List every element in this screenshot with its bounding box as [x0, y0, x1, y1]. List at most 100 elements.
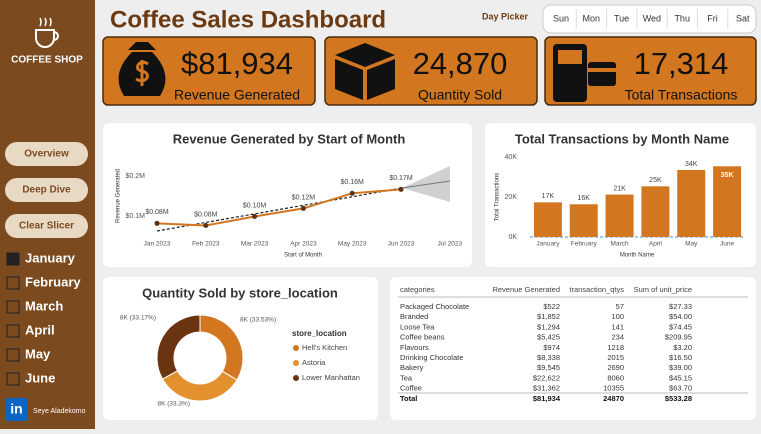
- nav-button[interactable]: [5, 178, 88, 202]
- kpi-label: Quantity Sold: [418, 87, 502, 103]
- data-label: 35K: [721, 172, 734, 179]
- nav-button-label: Clear Slicer: [19, 221, 74, 232]
- data-label: $0.16M: [341, 179, 365, 186]
- total-cell: 24870: [603, 394, 624, 403]
- data-label: 25K: [649, 177, 662, 184]
- cell: 141: [611, 322, 624, 331]
- card: [103, 123, 472, 267]
- column-header: Revenue Generated: [492, 285, 560, 294]
- cell: Bakery: [400, 363, 424, 372]
- legend-swatch: [293, 360, 299, 366]
- month-checkbox[interactable]: [6, 348, 20, 362]
- month-label: February: [25, 274, 81, 289]
- month-label: June: [25, 370, 55, 385]
- cell: 8060: [607, 373, 624, 382]
- data-label: $0.17M: [389, 175, 413, 182]
- nav-button-label: Overview: [24, 149, 69, 160]
- month-checkbox[interactable]: [6, 276, 20, 290]
- x-tick-label: Feb 2023: [192, 241, 220, 248]
- legend-swatch: [293, 345, 299, 351]
- day-button: Tue: [614, 13, 629, 23]
- logo-text: COFFEE SHOP: [11, 55, 83, 66]
- title: Coffee Sales Dashboard: [110, 6, 386, 33]
- bar: [713, 166, 742, 237]
- cell: $31,362: [533, 384, 560, 393]
- day-button: Fri: [707, 13, 718, 23]
- legend-swatch: [293, 375, 299, 381]
- legend-label: Lower Manhattan: [302, 373, 360, 382]
- nav-button[interactable]: [5, 214, 88, 238]
- cell: 2015: [607, 353, 624, 362]
- point: [349, 190, 355, 196]
- point: [252, 213, 258, 219]
- cell: $209.95: [665, 333, 692, 342]
- x-tick-label: May 2023: [338, 241, 367, 248]
- cell: $9,545: [537, 363, 560, 372]
- cell: $27.33: [669, 302, 692, 311]
- data-label: 34K: [685, 161, 698, 168]
- cell: 100: [611, 312, 624, 321]
- pos-icon: [553, 44, 616, 102]
- bar: [533, 202, 562, 237]
- nav-button[interactable]: [5, 142, 88, 166]
- chart-title: Total Transactions by Month Name: [515, 131, 729, 146]
- cell: $54.00: [669, 312, 692, 321]
- cell: Drinking Chocolate: [400, 353, 463, 362]
- cell: 2690: [607, 363, 624, 372]
- day-picker: [542, 4, 757, 34]
- linkedin-text: in: [10, 401, 22, 417]
- data-label: $0.08M: [145, 209, 169, 216]
- y-axis-label: Revenue Generated: [116, 169, 122, 223]
- day-picker-label: Day Picker: [482, 11, 529, 21]
- box-icon: [335, 43, 395, 100]
- cell: $974: [543, 343, 560, 352]
- cell: $3.20: [673, 343, 692, 352]
- bar: [677, 169, 706, 237]
- y-tick-label: 0K: [508, 234, 517, 241]
- cell: 10355: [603, 384, 624, 393]
- y-axis-label: Total Transactions: [495, 173, 501, 221]
- cell: Flavours: [400, 343, 429, 352]
- kpi-label: Total Transactions: [625, 87, 738, 103]
- forecast-line: [401, 180, 451, 189]
- cell: $63.70: [669, 384, 692, 393]
- cell: Coffee: [400, 384, 422, 393]
- x-tick-label: Jan 2023: [144, 241, 171, 248]
- month-label: April: [25, 322, 55, 337]
- x-axis-label: Start of Month: [284, 253, 322, 259]
- cell: Coffee beans: [400, 333, 445, 342]
- data-label: $0.10M: [243, 202, 267, 209]
- kpi-value: $81,934: [181, 46, 293, 81]
- data-label: 21K: [613, 185, 626, 192]
- data-label: $0.12M: [292, 194, 316, 201]
- money-bag-icon: [118, 42, 166, 96]
- cell: $74.45: [669, 322, 692, 331]
- data-label: 16K: [578, 195, 591, 202]
- kpi-value: 24,870: [413, 46, 508, 81]
- y-tick-label: $0.1M: [126, 213, 146, 220]
- x-axis-label: Month Name: [620, 253, 655, 259]
- legend-label: Astoria: [302, 358, 326, 367]
- coffee-icon: [35, 17, 59, 48]
- month-checkbox[interactable]: [6, 300, 20, 314]
- bar: [569, 204, 598, 237]
- x-tick-label: Jun 2023: [388, 241, 415, 248]
- point: [300, 205, 306, 211]
- chart-title: Quantity Sold by store_location: [142, 285, 338, 300]
- month-checkbox[interactable]: [6, 252, 20, 266]
- day-button: Sat: [736, 13, 750, 23]
- cell: $45.15: [669, 373, 692, 382]
- kpi-label: Revenue Generated: [174, 87, 300, 103]
- linkedin-icon: [5, 398, 28, 421]
- trend-line: [156, 187, 403, 232]
- day-button: Mon: [583, 13, 601, 23]
- point: [398, 186, 404, 192]
- month-checkbox[interactable]: [6, 372, 20, 386]
- column-header: Sum of unit_price: [634, 285, 692, 294]
- x-tick-label: May: [685, 241, 698, 248]
- data-label: 8K (33.3%): [157, 401, 190, 408]
- month-checkbox[interactable]: [6, 324, 20, 338]
- legend-label: Hell's Kitchen: [302, 343, 347, 352]
- total-cell: Total: [400, 394, 417, 403]
- cell: Loose Tea: [400, 322, 435, 331]
